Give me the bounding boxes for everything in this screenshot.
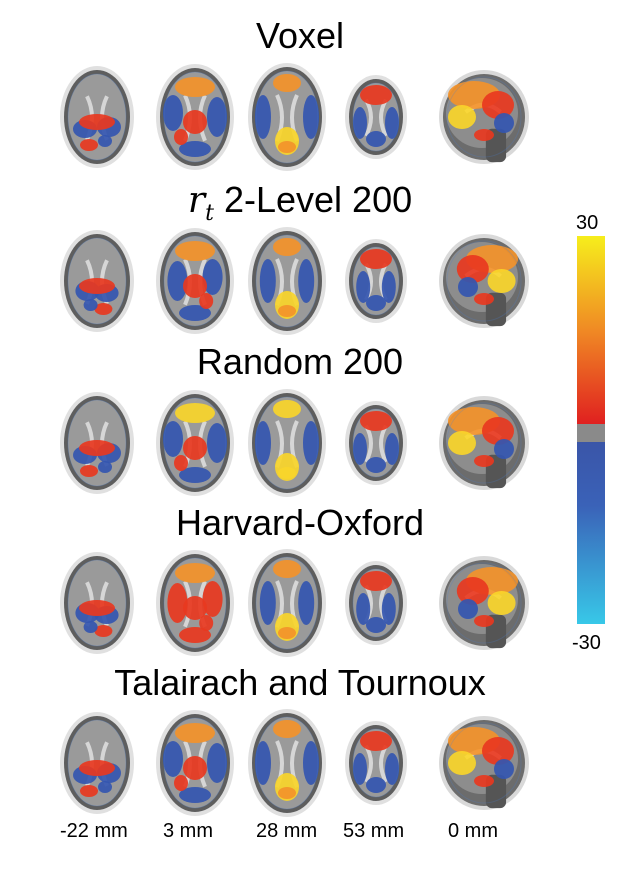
- colorbar-positive-segment: [577, 236, 605, 424]
- slice-label: 0 mm: [448, 820, 498, 842]
- slice-label: 3 mm: [163, 820, 213, 842]
- row-title-2-level: rt 2-Level 200: [0, 182, 600, 225]
- row-title-harvard-oxford: Harvard-Oxford: [0, 505, 600, 541]
- brain-slice-image: [156, 228, 234, 334]
- brain-slice-image: [248, 549, 326, 657]
- brain-slice-image: [248, 709, 326, 817]
- row-title-text: Talairach and Tournoux: [114, 662, 486, 703]
- brain-slice-image: [248, 63, 326, 171]
- brain-slice-image: [156, 390, 234, 496]
- brain-slice-image: [345, 75, 407, 159]
- brain-slice-image: [156, 710, 234, 816]
- brain-slice-image: [60, 552, 134, 654]
- row-title-text: Voxel: [255, 15, 345, 56]
- brain-slice-image: [345, 401, 407, 485]
- brain-slice-image: [345, 721, 407, 805]
- brain-slice-image: [439, 716, 529, 810]
- row-title-voxel: Voxel: [0, 18, 600, 54]
- brain-slice-image: [345, 561, 407, 645]
- brain-slice-image: [156, 64, 234, 170]
- colorbar-negative-segment: [577, 442, 605, 624]
- row-title-text: 2-Level 200: [223, 179, 413, 220]
- brain-slice-image: [60, 230, 134, 332]
- colorbar-max-label: 30: [576, 212, 599, 234]
- brain-slice-image: [439, 234, 529, 328]
- row-title-random: Random 200: [0, 344, 600, 380]
- brain-slice-image: [439, 70, 529, 164]
- brain-slice-image: [248, 389, 326, 497]
- row-title-text: Harvard-Oxford: [175, 502, 425, 543]
- brain-slice-image: [439, 556, 529, 650]
- brain-slice-image: [439, 396, 529, 490]
- brain-slice-image: [345, 239, 407, 323]
- row-title-text: Random 200: [196, 341, 404, 382]
- slice-label: 28 mm: [256, 820, 318, 842]
- slice-label: 53 mm: [343, 820, 405, 842]
- slice-label: -22 mm: [60, 820, 128, 842]
- brain-slice-image: [156, 550, 234, 656]
- colorbar: [577, 236, 605, 624]
- brain-slice-image: [60, 392, 134, 494]
- brain-slice-image: [60, 66, 134, 168]
- math-symbol: rt: [187, 180, 214, 227]
- row-title-talairach: Talairach and Tournoux: [0, 665, 600, 701]
- brain-slice-image: [248, 227, 326, 335]
- brain-slice-image: [60, 712, 134, 814]
- colorbar-min-label: -30: [572, 632, 601, 654]
- colorbar-zero-segment: [577, 424, 605, 442]
